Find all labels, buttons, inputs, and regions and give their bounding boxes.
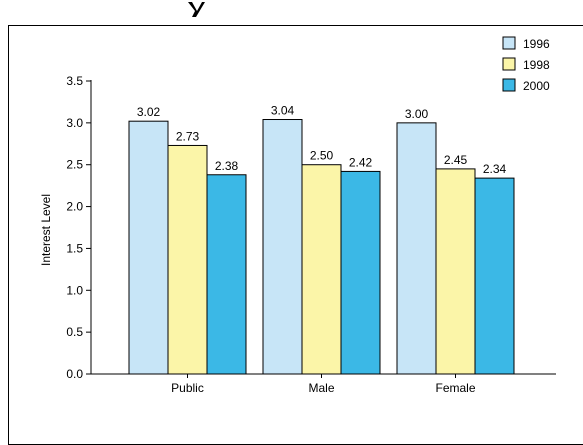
data-label: 3.02 (137, 105, 161, 119)
legend-label: 1996 (523, 37, 550, 51)
bar (301, 164, 342, 375)
y-tick-label: 2.0 (66, 200, 83, 214)
y-tick-label: 3.0 (66, 116, 83, 130)
data-label: 2.34 (483, 162, 507, 176)
legend: 1996 1998 2000 (502, 36, 550, 93)
data-label: 2.38 (215, 159, 239, 173)
data-label: 2.73 (176, 129, 200, 143)
legend-swatch (502, 57, 516, 71)
bar (262, 119, 303, 375)
legend-label: 2000 (523, 79, 550, 93)
y-axis-label: Interest Level (39, 194, 53, 266)
legend-swatch (502, 78, 516, 92)
category-labels: Public Male Female (171, 374, 476, 395)
y-tick-label: 1.0 (66, 283, 83, 297)
y-ticks: 0.0 0.5 1.0 1.5 2.0 2.5 3.0 3.5 (66, 74, 91, 381)
bar (206, 174, 247, 375)
y-tick-label: 0.0 (66, 367, 83, 381)
data-label: 2.50 (310, 149, 334, 163)
data-label: 2.45 (444, 153, 468, 167)
legend-label: 1998 (523, 58, 550, 72)
data-labels: 3.02 2.73 2.38 3.04 2.50 2.42 3.00 2.45 2.34 (137, 104, 507, 177)
bar-chart: Interest Level 0.00.51.01.52.02.53.03.5 … (39, 2, 556, 395)
y-tick-label: 2.5 (66, 158, 83, 172)
data-label: 3.04 (271, 104, 295, 118)
y-tick-label: 1.5 (66, 241, 83, 255)
bars (128, 119, 515, 375)
category-label: Female (435, 381, 475, 395)
data-label: 2.42 (349, 155, 373, 169)
category-label: Public (171, 381, 204, 395)
category-label: Male (308, 381, 334, 395)
y-tick-label: 3.5 (66, 74, 83, 88)
bar (128, 120, 169, 375)
bar (435, 168, 476, 375)
legend-swatch (502, 36, 516, 50)
data-label: 3.00 (405, 107, 429, 121)
bar (340, 170, 381, 375)
bar (396, 122, 437, 375)
top-text-fragment (188, 2, 205, 17)
bar (167, 144, 208, 375)
bar (474, 177, 515, 375)
y-tick-label: 0.5 (66, 325, 83, 339)
